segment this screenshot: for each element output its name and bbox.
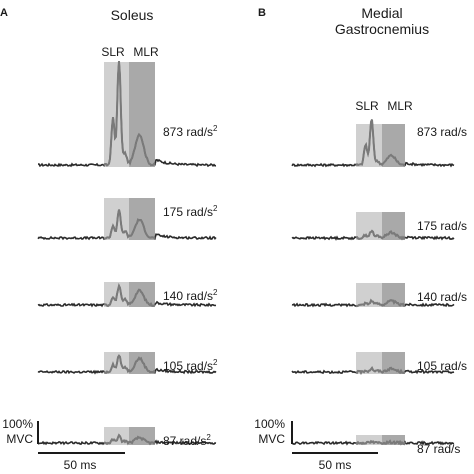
panel-b-scale-y-line2: MVC xyxy=(258,432,285,446)
panel-a-row-1-accel-label: 873 rad/s2 xyxy=(163,124,218,139)
panel-b-row-1-mlr-window xyxy=(382,124,405,167)
panel-a-row-4-trace-window xyxy=(103,354,156,375)
panel-a-scale-x-label: 50 ms xyxy=(64,458,97,472)
panel-a-mlr-label: MLR xyxy=(133,45,159,59)
panel-a-row-5-accel-label: 87 rad/s2 xyxy=(163,433,211,448)
panel-a-row-3: 140 rad/s2 xyxy=(37,282,218,308)
panel-a-letter: A xyxy=(0,7,8,19)
panel-a-row-5-mlr-window xyxy=(129,427,155,445)
panel-b-row-4-accel-label: 105 rad/s xyxy=(417,359,467,373)
panel-b-row-1: 873 rad/s xyxy=(291,119,467,168)
panel-a-scale-y-line2: MVC xyxy=(6,432,33,446)
panel-a-row-1: 873 rad/s2 xyxy=(38,61,218,168)
panel-a-title: Soleus xyxy=(111,7,154,23)
panel-b-row-1-accel-label: 873 rad/s xyxy=(417,125,467,139)
panel-a-row-3-trace-window xyxy=(103,282,156,308)
panel-a-row-2-trace-window xyxy=(103,209,156,240)
panel-b-row-4-slr-window xyxy=(356,352,382,374)
panel-b-row-5-mlr-window xyxy=(382,435,405,445)
panel-b-title-line1: Medial xyxy=(361,5,402,21)
panel-b-row-2-mlr-window xyxy=(382,212,405,240)
panel-b-scale-x-label: 50 ms xyxy=(319,458,352,472)
panel-a-row-3-accel-label: 140 rad/s2 xyxy=(163,288,218,303)
panel-b-row-4: 105 rad/s xyxy=(291,352,467,376)
panel-b-slr-label: SLR xyxy=(355,99,379,113)
panel-a-slr-label: SLR xyxy=(101,45,125,59)
panel-a-scale-y-line1: 100% xyxy=(2,417,33,431)
panel-b-row-2: 175 rad/s xyxy=(291,212,467,241)
panel-b-row-3-accel-label: 140 rad/s xyxy=(417,290,467,304)
panel-b-gastrocnemius: B Medial Gastrocnemius SLR MLR 873 rad/s… xyxy=(254,5,467,472)
panel-b-row-5: 87 rad/s xyxy=(292,435,460,456)
panel-a-row-1-trace-window xyxy=(103,61,156,167)
panel-a-row-4-accel-label: 105 rad/s2 xyxy=(163,358,218,373)
panel-b-row-5-slr-window xyxy=(356,435,382,445)
panel-a-row-1-mlr-window xyxy=(129,62,155,167)
panel-b-row-3-trace-window xyxy=(356,298,405,308)
panel-a-scale-bar: 100% MVC 50 ms xyxy=(2,417,125,472)
panel-b-row-2-accel-label: 175 rad/s xyxy=(417,219,467,233)
panel-b-mlr-label: MLR xyxy=(387,99,413,113)
panel-a-row-4: 105 rad/s2 xyxy=(37,352,218,375)
panel-a-row-2-accel-label: 175 rad/s2 xyxy=(163,204,218,219)
panel-b-scale-bar: 100% MVC 50 ms xyxy=(254,417,378,472)
panel-b-row-1-trace-window xyxy=(355,119,405,167)
panel-b-row-5-accel-label: 87 rad/s xyxy=(417,442,460,456)
panel-b-row-2-trace-window xyxy=(355,229,406,241)
panel-b-row-3: 140 rad/s xyxy=(291,283,467,308)
panel-a-row-2-slr-window xyxy=(104,198,129,240)
panel-b-scale-y-line1: 100% xyxy=(254,417,285,431)
panel-b-title-line2: Gastrocnemius xyxy=(335,21,429,37)
panel-a-soleus: A Soleus SLR MLR 873 rad/s2 175 rad/s2 140… xyxy=(0,7,218,472)
panel-a-row-2: 175 rad/s2 xyxy=(37,198,218,241)
panel-a-row-5: 87 rad/s2 xyxy=(37,427,217,448)
panel-b-row-5-trace-window xyxy=(355,439,406,446)
panel-a-row-5-trace-window xyxy=(103,433,156,446)
panel-b-row-4-trace-window xyxy=(355,366,406,376)
panel-b-letter: B xyxy=(258,7,266,19)
